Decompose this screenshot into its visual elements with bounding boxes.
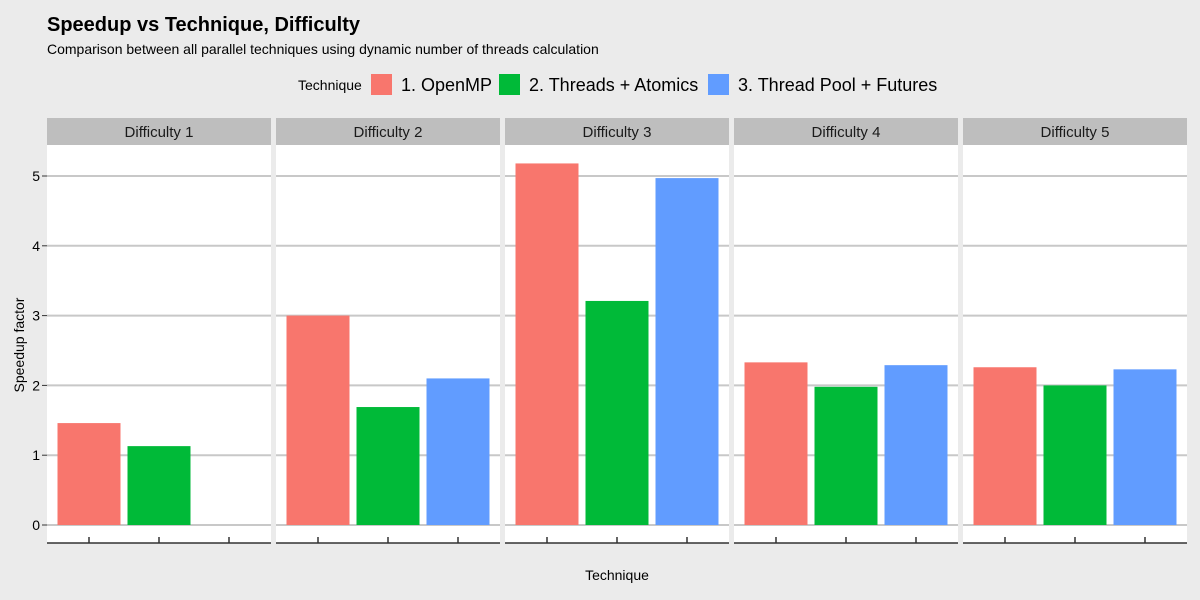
legend-label-3: 3. Thread Pool + Futures [738,75,937,95]
bar-2-2 [356,407,420,525]
bar-1-2 [127,446,191,525]
legend-label-1: 1. OpenMP [401,75,492,95]
bar-2-3 [426,378,490,525]
y-tick-label: 4 [32,238,40,254]
bar-3-1 [515,163,579,525]
y-tick-label: 1 [32,447,40,463]
legend-swatch-3 [708,74,729,95]
facet-panel-3: Difficulty 3 [505,118,729,544]
bar-1-1 [57,423,121,525]
facet-strip-label: Difficulty 3 [583,124,652,141]
y-axis: 0 1 2 3 4 5 [32,168,47,533]
legend-swatch-2 [499,74,520,95]
facet-strip-label: Difficulty 5 [1041,124,1110,141]
bar-4-3 [884,365,948,525]
facet-strip [505,118,729,145]
y-tick-label: 0 [32,517,40,533]
bar-2-1 [286,315,350,525]
facet-panel-4: Difficulty 4 [734,118,958,544]
bar-3-3 [655,178,719,525]
legend: Technique 1. OpenMP 2. Threads + Atomics 3… [298,74,937,95]
facet-panel-5: Difficulty 5 [963,118,1187,544]
y-tick-label: 3 [32,308,40,324]
facet-strip-label: Difficulty 1 [125,124,194,141]
chart-subtitle: Comparison between all parallel techniqu… [47,41,599,57]
bar-5-2 [1043,385,1107,525]
bar-5-1 [973,367,1037,525]
x-axis-label: Technique [585,567,649,583]
chart-title: Speedup vs Technique, Difficulty [47,14,361,36]
y-tick-label: 5 [32,168,40,184]
bar-4-1 [744,362,808,525]
y-axis-label: Speedup factor [11,297,27,392]
facet-strip [47,118,271,145]
bar-5-3 [1113,369,1177,525]
facet-strip [276,118,500,145]
facet-strip-label: Difficulty 4 [812,124,881,141]
facet-strip-label: Difficulty 2 [354,124,423,141]
legend-label-2: 2. Threads + Atomics [529,75,698,95]
facet-panel-1: Difficulty 1 [47,118,271,544]
facet-strip [963,118,1187,145]
y-tick-label: 2 [32,377,40,393]
legend-title: Technique [298,77,362,93]
bar-3-2 [585,300,649,525]
facet-panels: Difficulty 1 Difficulty 2 Difficulty 3 Diff… [47,118,1187,544]
legend-swatch-1 [371,74,392,95]
facet-panel-2: Difficulty 2 [276,118,500,544]
bar-4-2 [814,386,878,525]
facet-strip [734,118,958,145]
